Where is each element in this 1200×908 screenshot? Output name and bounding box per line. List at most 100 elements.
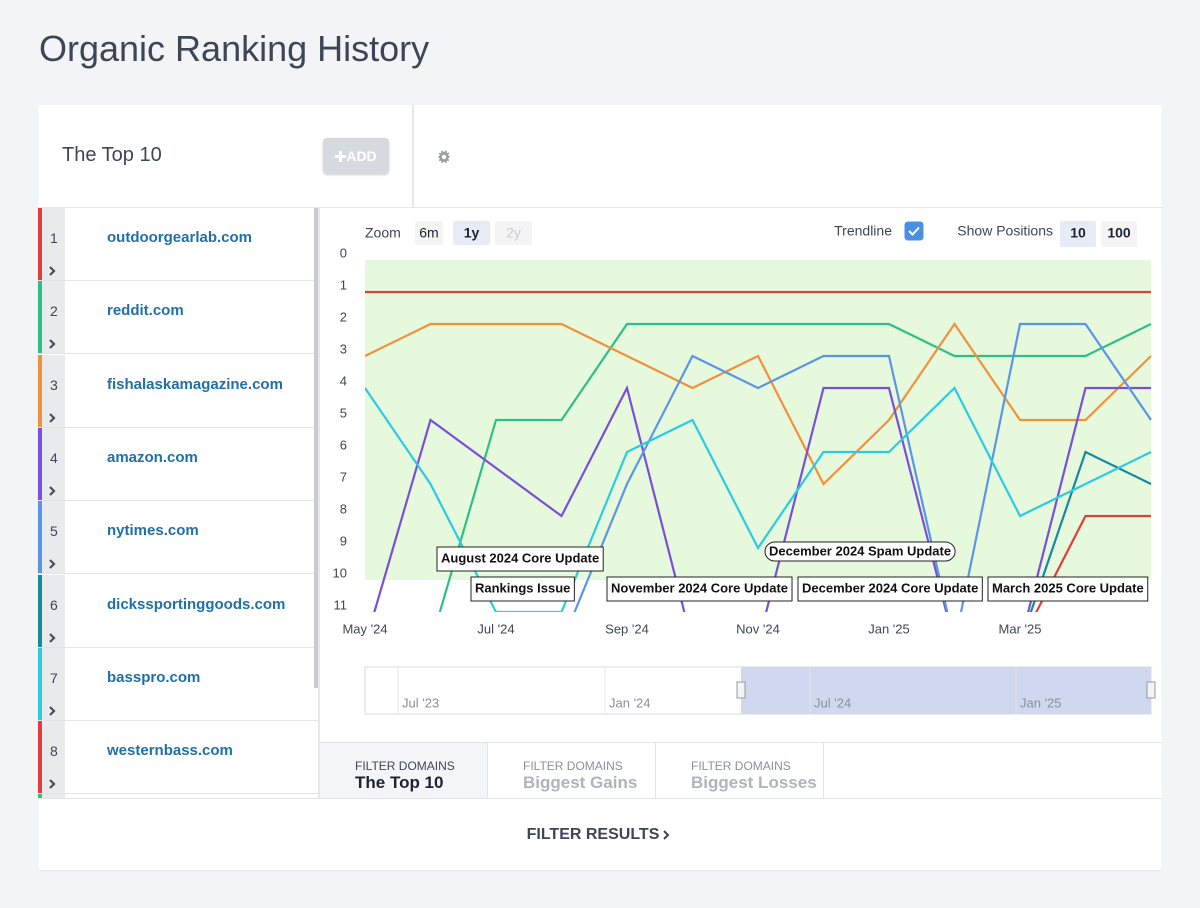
expand-icon[interactable] <box>48 558 58 570</box>
zoom-button[interactable] <box>415 221 443 245</box>
rank-box <box>42 794 65 798</box>
zoom-option[interactable]: 6m <box>419 225 438 241</box>
series-line <box>438 322 1152 612</box>
positions-label: Show Positions <box>957 223 1053 239</box>
annotation-label: August 2024 Core Update <box>441 550 599 565</box>
color-bar <box>38 354 42 427</box>
y-tick-label: 3 <box>340 341 347 356</box>
trendline-checkbox[interactable] <box>904 221 924 241</box>
positions-option[interactable]: 100 <box>1107 225 1131 241</box>
expand-icon[interactable] <box>48 632 58 644</box>
domain-name: basspro.com <box>107 668 201 686</box>
domain-row[interactable]: 1 outdoorgearlab.com <box>38 208 318 281</box>
rank: 2 <box>50 303 58 320</box>
event-annotation[interactable]: Rankings Issue <box>470 576 575 602</box>
annotation-box <box>764 541 956 562</box>
filter-tab[interactable]: FILTER DOMAINS Biggest Losses <box>656 743 824 799</box>
rank: 4 <box>50 449 58 466</box>
navigator-label: Jan '25 <box>1020 695 1062 710</box>
settings-icon[interactable] <box>436 149 452 165</box>
tab-kicker: FILTER DOMAINS <box>355 759 455 773</box>
plus-icon <box>335 150 347 162</box>
zoom-button[interactable] <box>453 221 490 245</box>
zoom-button <box>495 221 532 245</box>
tab-label: Biggest Losses <box>691 773 817 792</box>
domain-list: 1 outdoorgearlab.com 2 reddit.com 3 fishalask… <box>38 208 318 798</box>
domain-name: amazon.com <box>107 448 198 466</box>
domain-row[interactable]: 3 fishalaskamagazine.com <box>38 354 318 428</box>
domain-row <box>38 794 318 798</box>
panel-title: The Top 10 <box>62 144 162 166</box>
event-annotation[interactable]: November 2024 Core Update <box>606 576 793 602</box>
domain-row[interactable]: 7 basspro.com <box>38 647 318 721</box>
y-tick-label: 5 <box>340 405 347 420</box>
y-tick-label: 2 <box>340 309 347 324</box>
rank-box <box>42 721 65 794</box>
rank-box <box>42 354 65 427</box>
annotation-label: November 2024 Core Update <box>611 580 788 595</box>
y-tick-label: 7 <box>340 469 347 484</box>
y-tick-label: 8 <box>340 501 347 516</box>
color-bar <box>38 208 42 280</box>
tab-label: Biggest Gains <box>523 773 638 792</box>
divider <box>318 208 320 798</box>
color-bar <box>38 647 42 720</box>
domain-row[interactable]: 6 dickssportinggoods.com <box>38 574 318 648</box>
domain-name: outdoorgearlab.com <box>107 229 253 246</box>
zoom-label: Zoom <box>365 225 401 241</box>
annotation-box <box>797 576 983 602</box>
expand-icon[interactable] <box>48 265 58 277</box>
zoom-option[interactable]: 1y <box>464 225 480 241</box>
annotation-label: December 2024 Core Update <box>802 580 978 595</box>
chart: Zoom 6m 1y 2y Trendline Show Positions 10 100 0 1… <box>333 221 1156 715</box>
positions-button[interactable] <box>1101 221 1137 247</box>
navigator-handle[interactable] <box>736 681 746 699</box>
y-tick-label: 4 <box>340 373 347 388</box>
rank-box <box>42 281 65 354</box>
event-annotation[interactable]: December 2024 Spam Update <box>764 541 956 562</box>
annotation-label: Rankings Issue <box>475 580 570 595</box>
domain-row[interactable]: 2 reddit.com <box>38 281 318 355</box>
filter-results-button[interactable]: FILTER RESULTS <box>38 798 1162 871</box>
x-tick-label: May '24 <box>342 621 387 636</box>
rank: 3 <box>50 376 58 393</box>
rank-box <box>42 647 65 720</box>
positions-option[interactable]: 10 <box>1070 225 1086 241</box>
trendline-label: Trendline <box>834 223 892 239</box>
filter-tab[interactable]: FILTER DOMAINS The Top 10 <box>320 743 488 799</box>
domain-row[interactable]: 8 westernbass.com <box>38 721 318 795</box>
annotation-box <box>606 576 793 602</box>
positions-button[interactable] <box>1060 221 1096 247</box>
domain-row[interactable]: 5 nytimes.com <box>38 501 318 575</box>
filter-tab[interactable]: FILTER DOMAINS Biggest Gains <box>488 743 656 799</box>
color-bar <box>38 427 42 500</box>
annotation-box <box>987 576 1149 602</box>
rank: 6 <box>50 596 58 613</box>
page-title: Organic Ranking History <box>39 28 430 69</box>
expand-icon[interactable] <box>48 412 58 424</box>
annotation-box <box>436 546 604 572</box>
divider <box>412 105 414 208</box>
expand-icon[interactable] <box>48 338 58 350</box>
y-tick-label: 10 <box>333 565 347 580</box>
navigator-label: Jan '24 <box>609 695 651 710</box>
event-annotation[interactable]: August 2024 Core Update <box>436 546 604 572</box>
scrollbar[interactable] <box>314 208 319 688</box>
expand-icon[interactable] <box>48 778 58 790</box>
color-bar <box>38 281 42 354</box>
series-line <box>365 322 1152 486</box>
rank: 7 <box>50 669 58 686</box>
domain-row[interactable]: 4 amazon.com <box>38 427 318 501</box>
add-button[interactable]: ADD <box>323 138 389 174</box>
add-label: ADD <box>346 148 377 164</box>
x-tick-label: Nov '24 <box>736 621 780 636</box>
expand-icon[interactable] <box>48 485 58 497</box>
event-annotation[interactable]: December 2024 Core Update <box>797 576 983 602</box>
tabs: FILTER DOMAINS The Top 10 FILTER DOMAINS Bi… <box>320 742 1162 799</box>
chevron-icon <box>663 830 670 840</box>
tab-kicker: FILTER DOMAINS <box>691 759 791 773</box>
expand-icon[interactable] <box>48 705 58 717</box>
navigator-handle[interactable] <box>1146 681 1156 699</box>
event-annotation[interactable]: March 2025 Core Update <box>987 576 1149 602</box>
